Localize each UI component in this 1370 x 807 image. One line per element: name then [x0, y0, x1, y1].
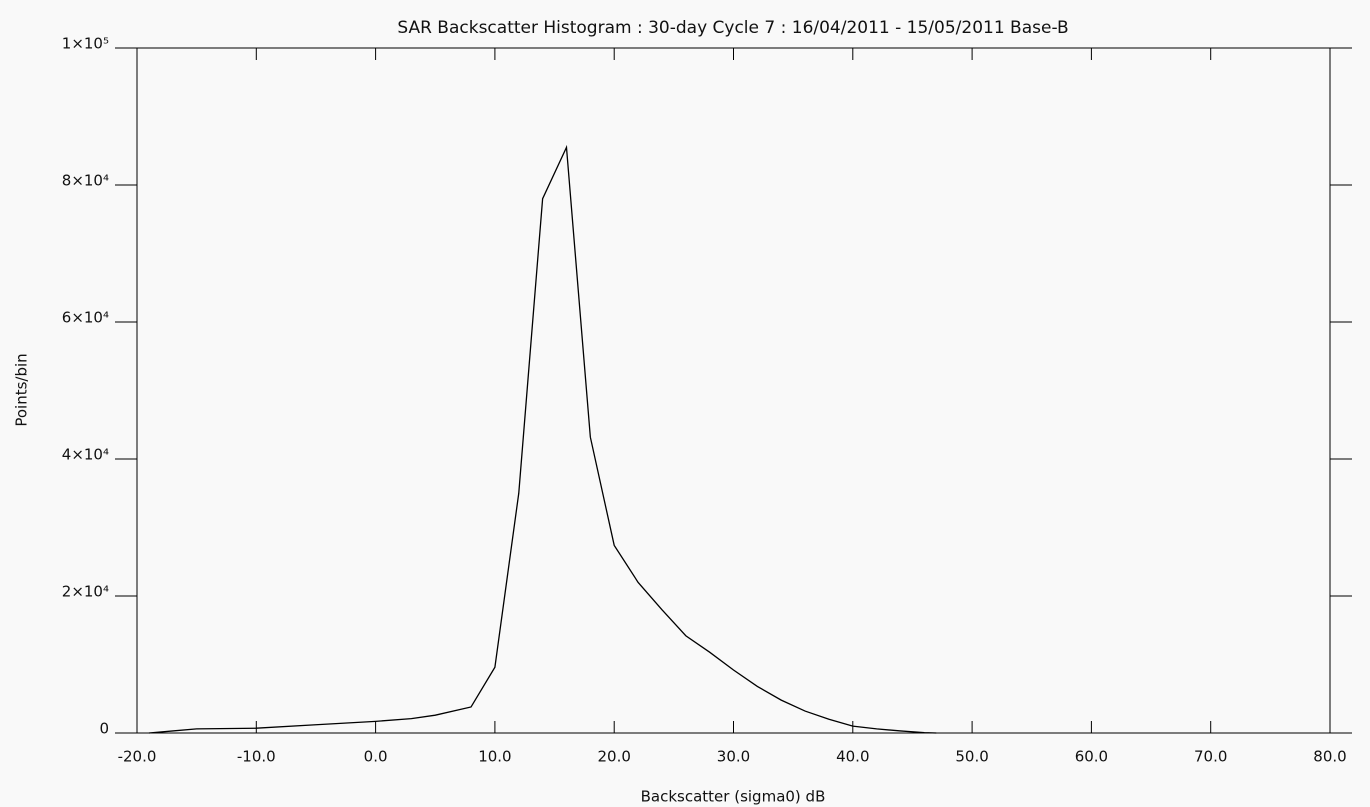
y-tick-label: 4×10⁴ [62, 446, 109, 464]
chart-title: SAR Backscatter Histogram : 30-day Cycle… [397, 18, 1068, 38]
x-tick-label: 20.0 [597, 748, 630, 766]
x-tick-label: -10.0 [237, 748, 276, 766]
y-tick-label: 2×10⁴ [62, 583, 109, 601]
x-tick-label: 70.0 [1194, 748, 1227, 766]
y-tick-label: 8×10⁴ [62, 172, 109, 190]
x-tick-label: 80.0 [1313, 748, 1346, 766]
y-axis-label: Points/bin [13, 353, 31, 426]
y-tick-label: 1×10⁵ [62, 35, 109, 53]
y-tick-label: 6×10⁴ [62, 309, 109, 327]
x-tick-label: 10.0 [478, 748, 511, 766]
x-tick-label: 60.0 [1075, 748, 1108, 766]
x-tick-label: 50.0 [955, 748, 988, 766]
x-axis-label: Backscatter (sigma0) dB [641, 788, 826, 806]
x-tick-label: 40.0 [836, 748, 869, 766]
x-tick-label: 0.0 [364, 748, 388, 766]
plot-frame [136, 47, 1331, 734]
x-tick-label: -20.0 [118, 748, 157, 766]
x-tick-label: 30.0 [717, 748, 750, 766]
y-tick-label: 0 [99, 720, 109, 738]
data-line [148, 144, 937, 734]
